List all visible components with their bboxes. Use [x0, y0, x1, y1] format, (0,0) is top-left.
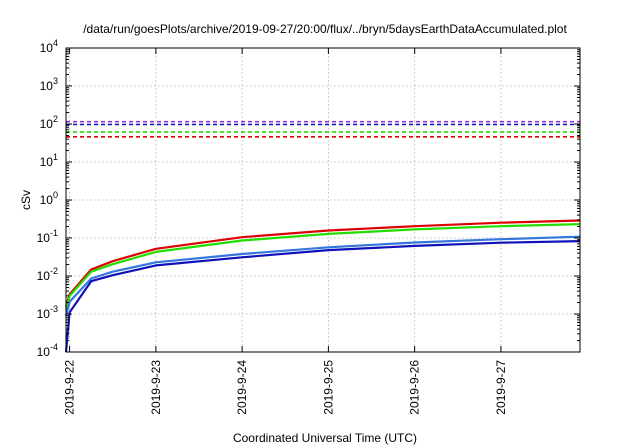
- y-tick-exponent: 4: [53, 38, 58, 48]
- y-tick-base: 10: [40, 41, 54, 55]
- y-tick-exponent: -3: [50, 304, 58, 314]
- y-tick-base: 10: [37, 307, 51, 321]
- y-tick-base: 10: [40, 79, 54, 93]
- y-tick-exponent: 2: [53, 114, 58, 124]
- x-tick-label: 2019-9-24: [235, 360, 249, 415]
- x-tick-label: 2019-9-23: [149, 360, 163, 415]
- x-axis: 2019-9-22 2019-9-23 2019-9-24 2019-9-25 2019…: [63, 48, 508, 415]
- series-line: [64, 219, 581, 308]
- chart-title: /data/run/goesPlots/archive/2019-09-27/2…: [83, 22, 567, 36]
- y-tick-base: 10: [40, 117, 54, 131]
- y-tick-exponent: -4: [50, 342, 58, 352]
- x-tick-label: 2019-9-22: [63, 360, 77, 415]
- y-tick-label: 102: [40, 114, 58, 131]
- y-tick-exponent: 3: [53, 76, 58, 86]
- x-tick-label: 2019-9-25: [321, 360, 335, 415]
- y-tick-base: 10: [40, 193, 54, 207]
- series-line: [64, 235, 581, 316]
- y-tick-exponent: -2: [50, 266, 58, 276]
- y-tick-base: 10: [37, 345, 51, 359]
- y-tick-label: 100: [40, 190, 58, 207]
- series-line: [64, 223, 581, 310]
- series-layer: [64, 120, 581, 353]
- y-tick-label: 101: [40, 152, 58, 169]
- series-line: [64, 240, 581, 353]
- y-tick-label: 10-2: [37, 266, 58, 283]
- y-axis-label: cSv: [19, 190, 33, 210]
- y-tick-label: 10-3: [37, 304, 58, 321]
- x-axis-label: Coordinated Universal Time (UTC): [233, 431, 417, 445]
- y-tick-label: 10-1: [37, 228, 58, 245]
- y-tick-label: 104: [40, 38, 58, 55]
- y-tick-base: 10: [40, 155, 54, 169]
- y-tick-exponent: -1: [50, 228, 58, 238]
- y-tick-label: 10-4: [37, 342, 58, 359]
- x-tick-label: 2019-9-27: [494, 360, 508, 415]
- y-tick-exponent: 1: [53, 152, 58, 162]
- grid-lines: [66, 48, 580, 352]
- y-tick-exponent: 0: [53, 190, 58, 200]
- y-tick-base: 10: [37, 231, 51, 245]
- y-tick-label: 103: [40, 76, 58, 93]
- x-tick-label: 2019-9-26: [408, 360, 422, 415]
- y-tick-base: 10: [37, 269, 51, 283]
